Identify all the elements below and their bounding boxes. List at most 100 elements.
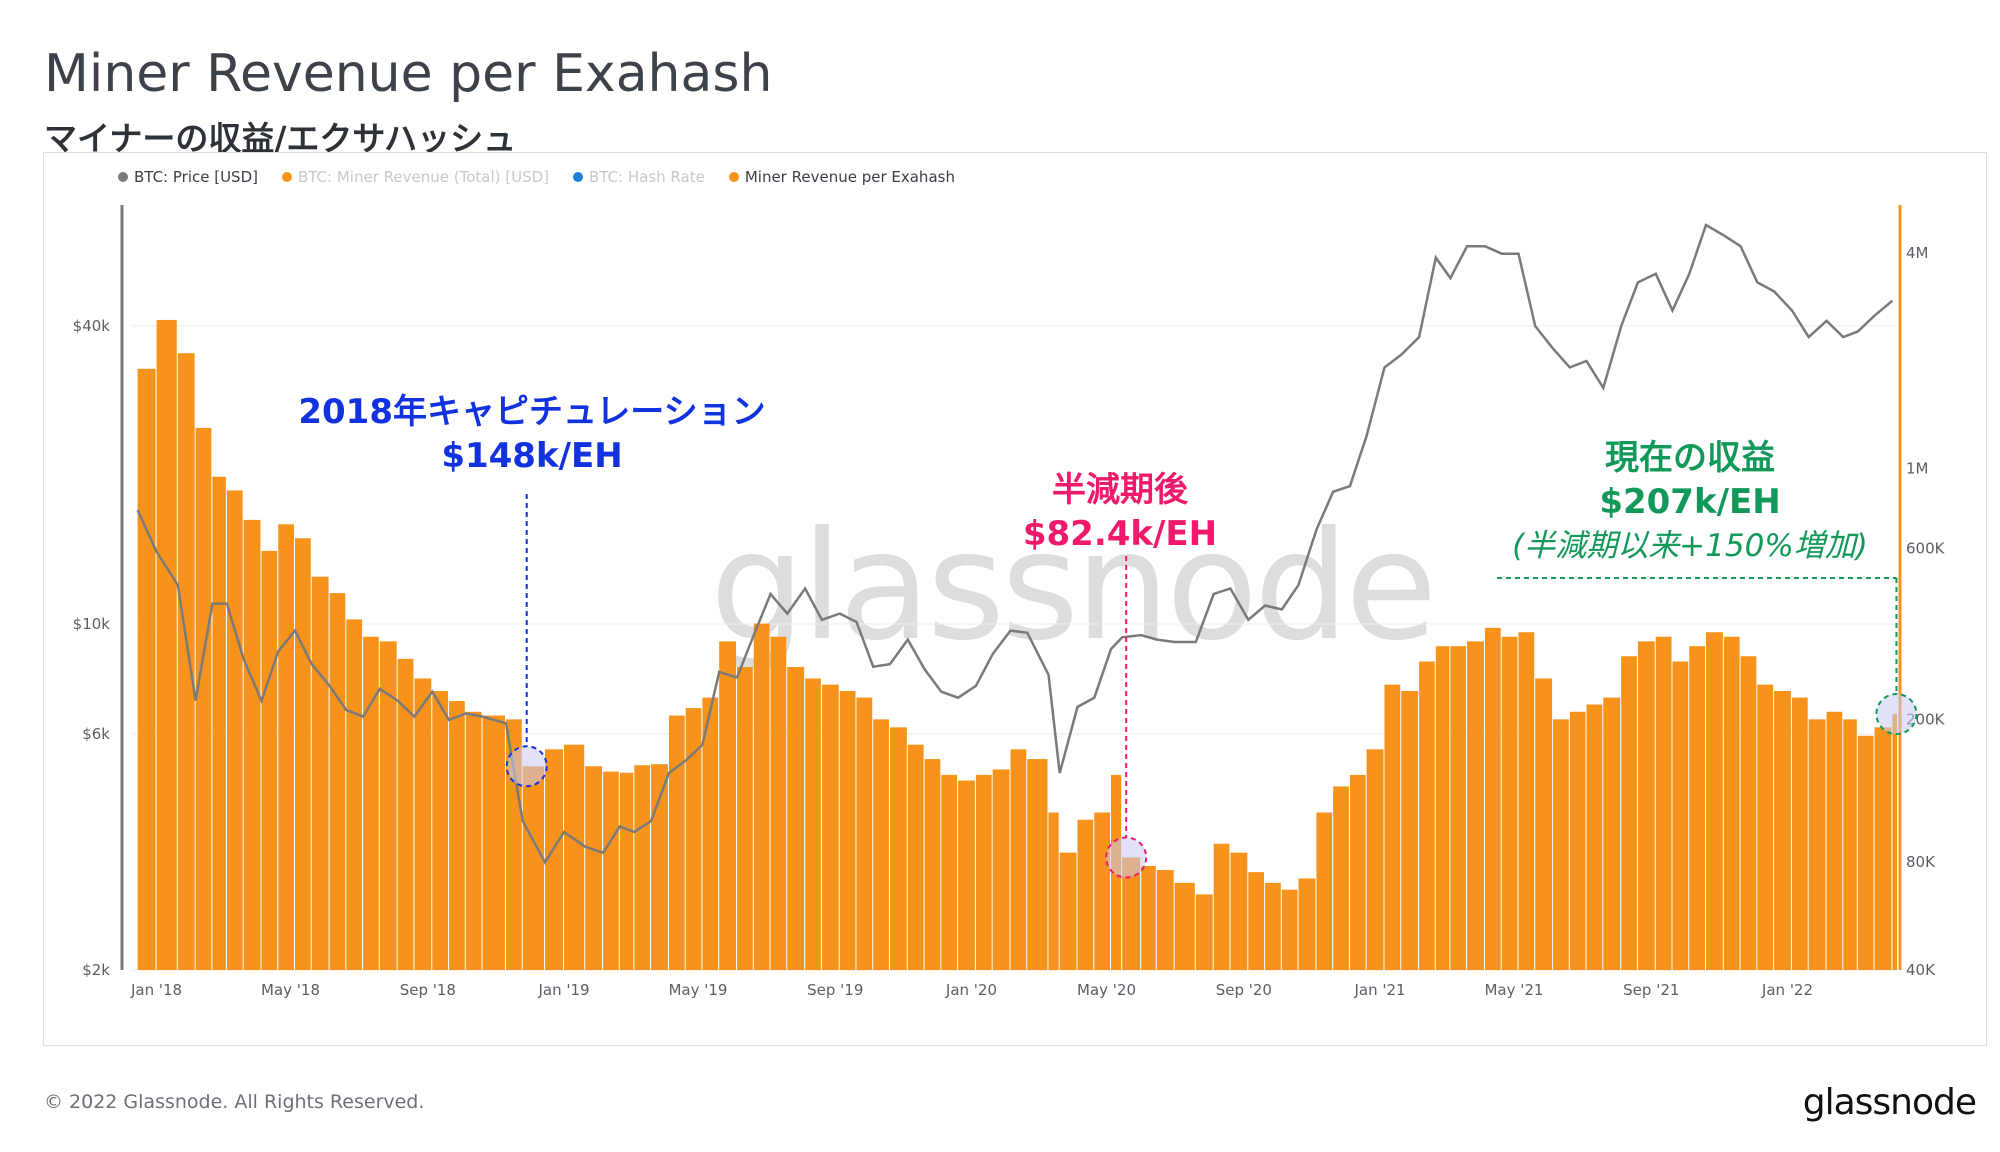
revenue-bar — [1603, 697, 1621, 970]
y-right-tick-label: 4M — [1906, 244, 1929, 262]
annotation-current-value: $207k/EH — [1599, 482, 1781, 522]
revenue-bar — [1672, 661, 1689, 970]
revenue-bar — [1349, 774, 1366, 970]
legend-label: BTC: Price [USD] — [134, 168, 258, 186]
revenue-bar — [787, 666, 805, 970]
revenue-bar — [1141, 866, 1156, 970]
revenue-bar — [1553, 719, 1569, 970]
revenue-bar — [177, 353, 195, 970]
annotation-capitulation-value: $148k/EH — [441, 436, 623, 476]
y-right-tick-label: 40K — [1906, 961, 1936, 979]
y-left-tick-label: $6k — [82, 725, 110, 743]
revenue-bar — [821, 684, 839, 970]
revenue-bar — [226, 490, 243, 970]
revenue-bar — [770, 636, 787, 970]
y-right-tick-label: 600K — [1906, 539, 1946, 557]
legend-item-1[interactable]: BTC: Miner Revenue (Total) [USD] — [281, 168, 549, 186]
legend-label: BTC: Miner Revenue (Total) [USD] — [297, 168, 549, 186]
revenue-bar — [329, 593, 346, 970]
legend-label: BTC: Hash Rate — [589, 168, 705, 186]
revenue-bar — [379, 641, 397, 970]
revenue-bar — [397, 658, 414, 970]
revenue-bar — [839, 690, 856, 970]
x-tick-label: Sep '19 — [807, 981, 863, 999]
x-tick-label: Jan '21 — [1353, 981, 1405, 999]
revenue-bar — [1195, 894, 1213, 970]
revenue-bar — [346, 619, 363, 970]
revenue-bar — [1333, 786, 1349, 970]
revenue-bar — [651, 764, 668, 970]
chart-legend: BTC: Price [USD] BTC: Miner Revenue (Tota… — [118, 168, 955, 186]
revenue-bar — [619, 772, 634, 970]
x-tick-label: Sep '21 — [1623, 981, 1679, 999]
annotation-capitulation-title: 2018年キャピチュレーション — [298, 392, 766, 432]
revenue-bar — [278, 524, 294, 970]
revenue-bar — [1174, 882, 1195, 970]
annotation-halving-title: 半減期後 — [1052, 470, 1188, 510]
annotation-current: 現在の収益 $207k/EH (半減期以来+150%増加) — [1480, 436, 1900, 568]
legend-dot-icon — [573, 172, 583, 182]
y-left-tick-label: $40k — [73, 317, 111, 335]
revenue-bar — [1535, 678, 1553, 970]
legend-item-3[interactable]: Miner Revenue per Exahash — [728, 168, 955, 186]
revenue-bar — [1808, 719, 1826, 970]
revenue-bar — [1248, 872, 1265, 970]
revenue-bar — [1027, 759, 1048, 970]
revenue-bar — [1467, 641, 1484, 970]
revenue-bar — [1265, 882, 1281, 970]
revenue-bar — [564, 744, 585, 970]
revenue-bar — [992, 769, 1010, 970]
revenue-bar — [1655, 636, 1672, 970]
revenue-bar — [634, 765, 651, 970]
legend-item-2[interactable]: BTC: Hash Rate — [573, 168, 705, 186]
revenue-bar — [1077, 819, 1094, 970]
revenue-bar — [311, 576, 329, 970]
revenue-bar — [449, 701, 465, 970]
x-tick-label: Sep '18 — [400, 981, 456, 999]
revenue-bar — [603, 771, 619, 970]
x-tick-label: May '19 — [668, 981, 727, 999]
annotation-halving-value: $82.4k/EH — [1022, 514, 1218, 554]
revenue-bar — [1230, 852, 1248, 970]
y-left-tick-label: $2k — [82, 961, 110, 979]
revenue-bar — [856, 697, 873, 970]
revenue-bar — [432, 690, 449, 970]
x-tick-label: May '21 — [1484, 981, 1543, 999]
revenue-bar — [1156, 870, 1174, 970]
revenue-bar — [1723, 636, 1740, 970]
revenue-bar — [1874, 727, 1892, 970]
revenue-bar — [1122, 857, 1141, 970]
legend-dot-icon — [118, 172, 128, 182]
legend-dot-icon — [281, 172, 292, 182]
glassnode-logo: glassnode — [1802, 1082, 1977, 1123]
revenue-bar — [1501, 636, 1518, 970]
revenue-bar — [1213, 843, 1230, 970]
annotation-current-title: 現在の収益 — [1605, 438, 1775, 478]
y-right-tick-label: 1M — [1906, 460, 1929, 478]
revenue-bar — [1419, 661, 1435, 970]
revenue-bar — [1569, 711, 1586, 970]
revenue-bar — [941, 774, 958, 970]
revenue-bar — [1484, 627, 1501, 970]
revenue-bar — [465, 711, 482, 970]
revenue-bar — [1791, 697, 1808, 970]
revenue-bar — [1518, 632, 1535, 970]
revenue-bar — [1826, 711, 1843, 970]
legend-item-0[interactable]: BTC: Price [USD] — [118, 168, 258, 186]
revenue-bar — [1298, 878, 1316, 970]
revenue-bar — [1316, 812, 1333, 970]
revenue-bar — [1401, 690, 1419, 970]
x-tick-label: Jan '18 — [130, 981, 182, 999]
annotation-marker-current — [1875, 693, 1918, 736]
revenue-bar — [702, 697, 719, 970]
revenue-bar — [1059, 852, 1077, 970]
revenue-bar — [958, 780, 975, 970]
revenue-bar — [1892, 714, 1897, 970]
revenue-bar — [522, 766, 545, 970]
price-line — [136, 223, 1894, 865]
x-tick-label: Jan '22 — [1761, 981, 1813, 999]
copyright-text: © 2022 Glassnode. All Rights Reserved. — [44, 1091, 425, 1113]
revenue-bar — [156, 319, 177, 970]
revenue-bar — [1705, 632, 1723, 970]
